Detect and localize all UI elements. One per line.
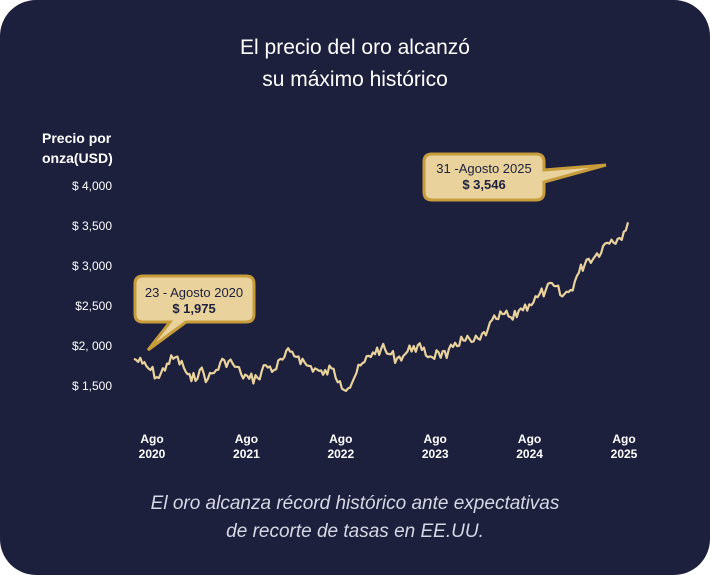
y-tick-label: $2,500 — [75, 299, 112, 313]
annotation-end: 31 -Agosto 2025 $ 3,546 — [422, 152, 607, 202]
y-tick-label: $ 3,000 — [72, 259, 112, 273]
annotation-end-box — [422, 152, 607, 202]
y-tick-label: $ 4,000 — [72, 179, 112, 193]
annotation-end-date: 31 -Agosto 2025 — [436, 161, 531, 176]
y-axis-ticks: $ 4,000 $ 3,500 $ 3,000 $2,500 $2, 000 $ 1,50… — [72, 179, 112, 393]
x-tick-month: Ago — [140, 432, 163, 446]
x-tick-year: 2023 — [422, 447, 449, 461]
annotation-start: 23 - Agosto 2020 $ 1,975 — [133, 274, 256, 352]
x-tick-year: 2024 — [516, 447, 543, 461]
x-tick-month: Ago — [235, 432, 258, 446]
x-axis-ticks: Ago2020Ago2021Ago2022Ago2023Ago2024Ago20… — [139, 432, 638, 461]
annotation-start-box — [133, 274, 256, 352]
x-tick-month: Ago — [518, 432, 541, 446]
x-tick-year: 2020 — [139, 447, 166, 461]
series-line-gold-price — [133, 222, 630, 392]
series-group — [133, 222, 630, 392]
y-tick-label: $ 3,500 — [72, 219, 112, 233]
x-tick-year: 2021 — [233, 447, 260, 461]
chart-title-line2: su máximo histórico — [262, 68, 448, 91]
chart-title: El precio del oro alcanzó su máximo hist… — [0, 32, 710, 96]
y-tick-label: $2, 000 — [72, 339, 112, 353]
x-tick-month: Ago — [424, 432, 447, 446]
x-tick-month: Ago — [612, 432, 635, 446]
y-tick-label: $ 1,500 — [72, 379, 112, 393]
annotation-start-value: $ 1,975 — [172, 301, 215, 316]
annotation-start-date: 23 - Agosto 2020 — [145, 285, 243, 300]
x-tick-year: 2025 — [611, 447, 638, 461]
caption-line1: El oro alcanza récord histórico ante exp… — [150, 493, 560, 514]
chart-title-line1: El precio del oro alcanzó — [240, 36, 470, 59]
x-tick-month: Ago — [329, 432, 352, 446]
y-axis-label: Precio por onza(USD) — [42, 128, 113, 168]
chart-caption: El oro alcanza récord histórico ante exp… — [0, 490, 710, 546]
y-axis-label-line2: onza(USD) — [42, 150, 113, 166]
caption-line2: de recorte de tasas en EE.UU. — [226, 521, 484, 542]
annotation-end-value: $ 3,546 — [462, 177, 505, 192]
x-tick-year: 2022 — [327, 447, 354, 461]
y-axis-label-line1: Precio por — [42, 130, 112, 146]
